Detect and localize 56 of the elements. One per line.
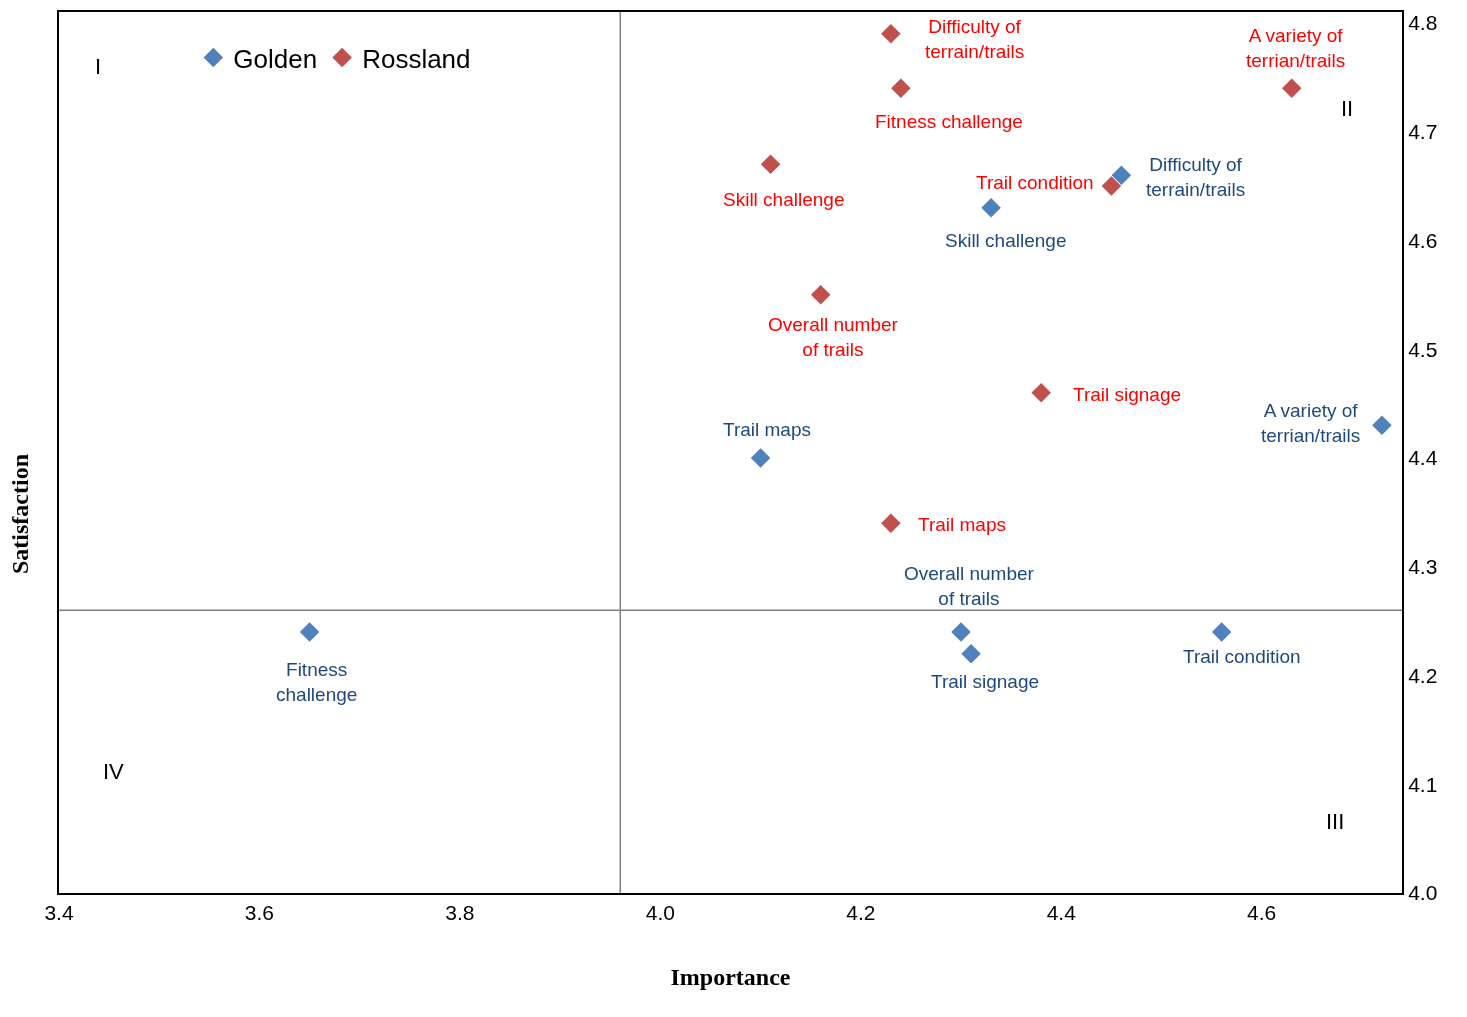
- annotation: Difficulty of terrain/trails: [1146, 154, 1246, 200]
- y-tick-label: 4.2: [1408, 663, 1438, 687]
- annotation: Trail maps: [918, 514, 1006, 535]
- y-tick-label: 4.7: [1408, 119, 1438, 143]
- point: [1211, 622, 1232, 642]
- x-tick-label: 3.6: [244, 901, 275, 925]
- x-tick-label: 3.8: [445, 901, 475, 925]
- annotation: Fitness challenge: [276, 659, 358, 705]
- annotation: Skill challenge: [945, 230, 1067, 251]
- point: [760, 154, 781, 175]
- point: [1031, 382, 1051, 403]
- y-tick-label: 4.8: [1408, 11, 1438, 35]
- y-tick-label: 4.6: [1408, 228, 1438, 252]
- x-tick-label: 4.4: [1046, 901, 1077, 925]
- point: [810, 285, 831, 305]
- point: [1101, 176, 1122, 196]
- y-tick-label: 4.5: [1408, 337, 1438, 361]
- x-tick-label: 4.2: [846, 901, 876, 925]
- x-tick-label: 3.4: [44, 901, 74, 925]
- annotation: A variety of terrian/trails: [1261, 400, 1361, 446]
- annotation: Trail signage: [931, 671, 1040, 692]
- annotation: Trail condition: [1183, 646, 1301, 667]
- point: [1372, 415, 1392, 436]
- annotation: Trail condition: [976, 172, 1094, 193]
- point: [1282, 78, 1302, 98]
- point: [750, 448, 771, 468]
- annotation: Overall number of trails: [904, 563, 1035, 609]
- annotation: IV: [103, 759, 125, 784]
- y-tick-label: 4.3: [1408, 555, 1438, 579]
- point: [299, 622, 320, 642]
- point: [981, 198, 1001, 218]
- legend-label: Golden: [233, 43, 318, 74]
- point: [891, 78, 911, 98]
- legend-label: Rossland: [362, 43, 471, 74]
- x-axis-title: Importance: [670, 964, 791, 990]
- point: [961, 643, 981, 664]
- annotation: Trail signage: [1073, 384, 1182, 405]
- annotation: I: [95, 54, 102, 79]
- y-axis-title: Satisfaction: [6, 454, 33, 574]
- point: [1111, 165, 1132, 185]
- y-tick-label: 4.4: [1408, 446, 1438, 470]
- annotation: A variety of terrian/trails: [1246, 25, 1346, 71]
- x-tick-label: 4.0: [645, 901, 675, 925]
- annotation: Fitness challenge: [875, 111, 1023, 132]
- point: [881, 24, 901, 44]
- annotation: III: [1326, 809, 1345, 834]
- point: [951, 622, 971, 642]
- annotation: Overall number of trails: [768, 314, 899, 360]
- annotation: Trail maps: [723, 419, 811, 440]
- y-tick-label: 4.0: [1408, 881, 1438, 905]
- annotation: Skill challenge: [723, 189, 845, 210]
- x-tick-label: 4.6: [1247, 901, 1277, 925]
- annotation: Difficulty of terrain/trails: [925, 16, 1025, 62]
- y-tick-label: 4.1: [1408, 772, 1438, 796]
- point: [881, 513, 901, 533]
- annotation: II: [1341, 96, 1354, 121]
